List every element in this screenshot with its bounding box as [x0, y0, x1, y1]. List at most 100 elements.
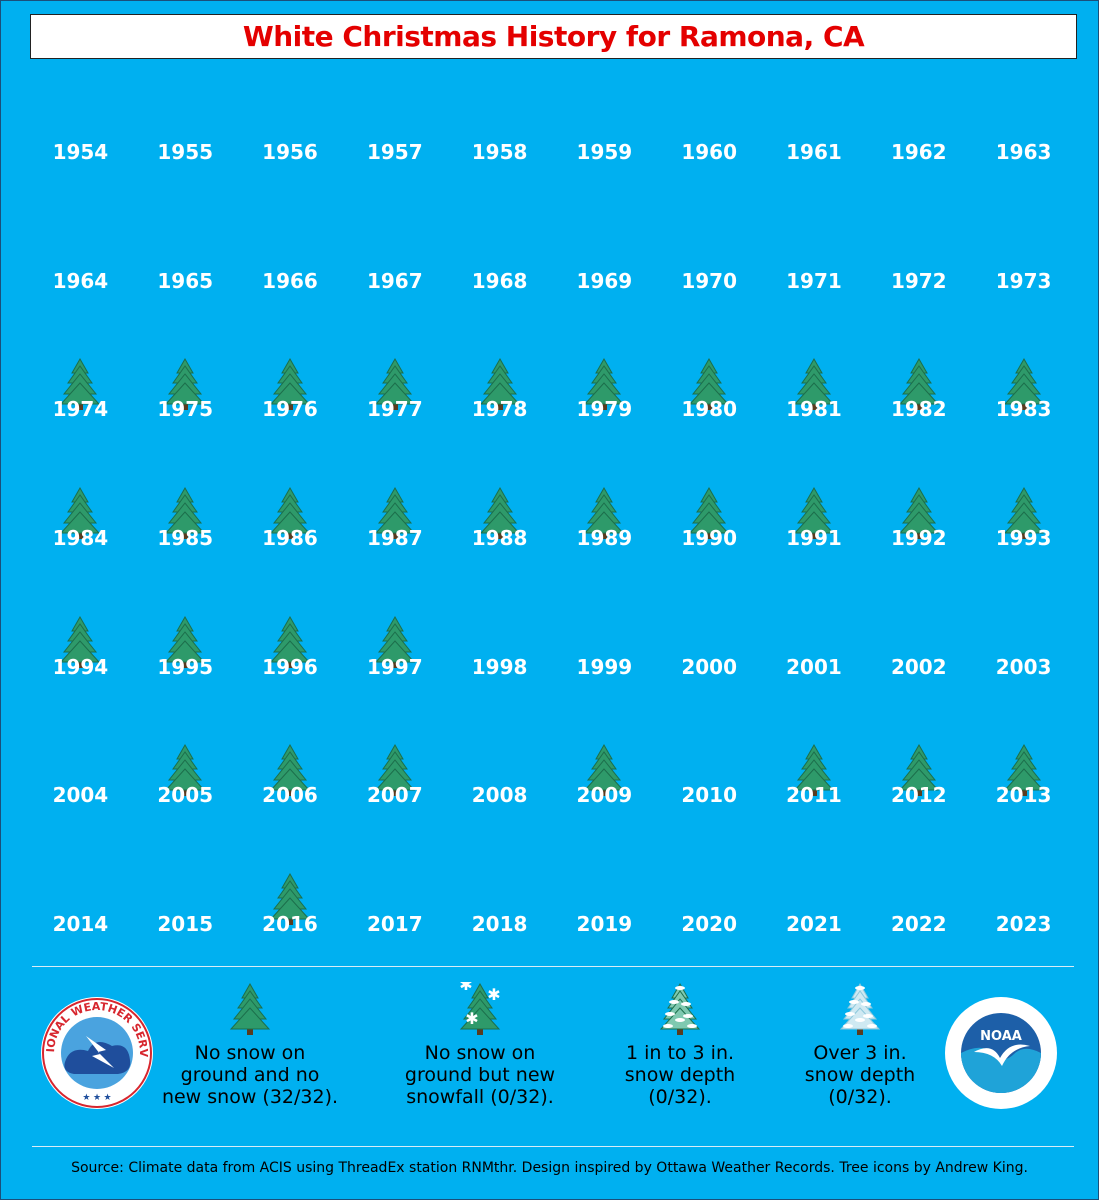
- tree-icon-2007: [374, 744, 415, 797]
- legend-text-line: ground but new: [404, 1064, 556, 1086]
- legend-text-line: snow depth: [804, 1064, 916, 1086]
- year-cell-1972: 1972: [866, 229, 971, 358]
- year-label-2013: 2013: [995, 783, 1052, 808]
- noaa-label: NOAA: [980, 1029, 1022, 1044]
- year-label-2010: 2010: [681, 783, 738, 808]
- year-cell-1990: 1990: [657, 486, 762, 615]
- tree-icon-1994: [60, 615, 101, 668]
- year-cell-1974: 1974: [28, 357, 133, 486]
- divider-top: [32, 966, 1074, 967]
- tree-icon-2011: [793, 744, 835, 797]
- year-label-1988: 1988: [471, 526, 528, 551]
- year-label-1965: 1965: [157, 268, 214, 293]
- snowflake-tree-icon: ✱ ✱ ✱: [459, 982, 501, 1035]
- year-label-2015: 2015: [157, 912, 214, 937]
- chart-title: White Christmas History for Ramona, CA: [242, 20, 865, 53]
- tree-icon-1986: [269, 487, 311, 540]
- year-label-2016: 2016: [262, 912, 318, 937]
- tree-icon-2009: [584, 744, 625, 797]
- year-label-1968: 1968: [471, 268, 528, 293]
- title-box: White Christmas History for Ramona, CA: [30, 14, 1077, 59]
- year-grid: 1954 1955 1956 1957 1958 1959 1960 1961 1962 1963…: [28, 100, 1078, 1001]
- year-label-1980: 1980: [681, 397, 738, 422]
- year-label-1962: 1962: [890, 140, 947, 164]
- tree-icon-1977: [374, 358, 415, 411]
- year-cell-1995: 1995: [133, 615, 238, 744]
- svg-text:✱: ✱: [487, 985, 500, 1004]
- year-cell-1964: 1964: [28, 229, 133, 358]
- year-cell-1991: 1991: [762, 486, 867, 615]
- noaa-logo: NOAA: [945, 997, 1057, 1109]
- year-cell-1961: 1961: [762, 100, 867, 229]
- year-label-2000: 2000: [681, 654, 738, 679]
- year-cell-1960: 1960: [657, 100, 762, 229]
- year-label-2012: 2012: [890, 783, 947, 808]
- year-cell-1973: 1973: [971, 229, 1076, 358]
- tree-icon-1988: [479, 487, 520, 540]
- tree-icon-1978: [479, 358, 520, 411]
- year-cell-1989: 1989: [552, 486, 657, 615]
- year-label-1991: 1991: [786, 526, 842, 551]
- year-cell-1969: 1969: [552, 229, 657, 358]
- year-label-1989: 1989: [576, 526, 633, 551]
- tree-icon-2012: [898, 744, 939, 797]
- year-cell-1958: 1958: [447, 100, 552, 229]
- year-label-1987: 1987: [366, 526, 423, 551]
- legend-text-line: (0/32).: [828, 1086, 892, 1108]
- year-cell-2016: 2016: [238, 872, 343, 1001]
- year-label-2001: 2001: [786, 654, 842, 679]
- year-label-1996: 1996: [262, 654, 318, 679]
- year-label-2002: 2002: [890, 654, 947, 679]
- legend-text-line: ground and no: [180, 1064, 320, 1086]
- year-cell-1983: 1983: [971, 357, 1076, 486]
- year-cell-2005: 2005: [133, 743, 238, 872]
- year-cell-1963: 1963: [971, 100, 1076, 229]
- year-cell-2013: 2013: [971, 743, 1076, 872]
- year-cell-1970: 1970: [657, 229, 762, 358]
- year-cell-2014: 2014: [28, 872, 133, 1001]
- year-label-2005: 2005: [157, 783, 214, 808]
- tree-icon-1984: [60, 487, 101, 540]
- tree-icon-1974: [60, 358, 101, 411]
- year-cell-2002: 2002: [866, 615, 971, 744]
- year-label-1970: 1970: [681, 268, 738, 293]
- year-cell-1971: 1971: [762, 229, 867, 358]
- year-cell-2023: 2023: [971, 872, 1076, 1001]
- year-label-1959: 1959: [576, 140, 633, 164]
- source-note: Source: Climate data from ACIS using Thr…: [71, 1160, 1028, 1176]
- year-label-1975: 1975: [157, 397, 214, 422]
- tree-icon-1985: [165, 487, 206, 540]
- year-label-1985: 1985: [157, 526, 214, 551]
- year-cell-1966: 1966: [238, 229, 343, 358]
- year-label-1969: 1969: [576, 268, 633, 293]
- year-cell-1968: 1968: [447, 229, 552, 358]
- year-label-1976: 1976: [262, 397, 318, 422]
- svg-text:★ ★ ★: ★ ★ ★: [82, 1092, 111, 1102]
- legend-text-line: new snow (32/32).: [161, 1086, 339, 1108]
- year-cell-1975: 1975: [133, 357, 238, 486]
- year-cell-1984: 1984: [28, 486, 133, 615]
- year-label-2007: 2007: [366, 783, 423, 808]
- year-label-1982: 1982: [890, 397, 947, 422]
- year-label-2017: 2017: [366, 912, 423, 937]
- year-cell-1979: 1979: [552, 357, 657, 486]
- year-cell-2012: 2012: [866, 743, 971, 872]
- year-cell-1996: 1996: [238, 615, 343, 744]
- year-cell-1976: 1976: [238, 357, 343, 486]
- year-cell-2004: 2004: [28, 743, 133, 872]
- year-cell-2010: 2010: [657, 743, 762, 872]
- legend-text-line: No snow on: [424, 1042, 536, 1064]
- nws-logo: NATIONAL WEATHER SERVICE ★ ★ ★: [40, 996, 153, 1109]
- year-cell-1962: 1962: [866, 100, 971, 229]
- tree-icon-1996: [269, 615, 311, 668]
- year-label-1978: 1978: [471, 397, 528, 422]
- year-cell-2003: 2003: [971, 615, 1076, 744]
- year-label-2023: 2023: [995, 912, 1052, 937]
- year-cell-2011: 2011: [762, 743, 867, 872]
- year-label-1999: 1999: [576, 654, 633, 679]
- tree-icon-1993: [1003, 487, 1044, 540]
- year-label-2018: 2018: [471, 912, 528, 937]
- year-label-1960: 1960: [681, 140, 738, 164]
- year-cell-2000: 2000: [657, 615, 762, 744]
- year-cell-2019: 2019: [552, 872, 657, 1001]
